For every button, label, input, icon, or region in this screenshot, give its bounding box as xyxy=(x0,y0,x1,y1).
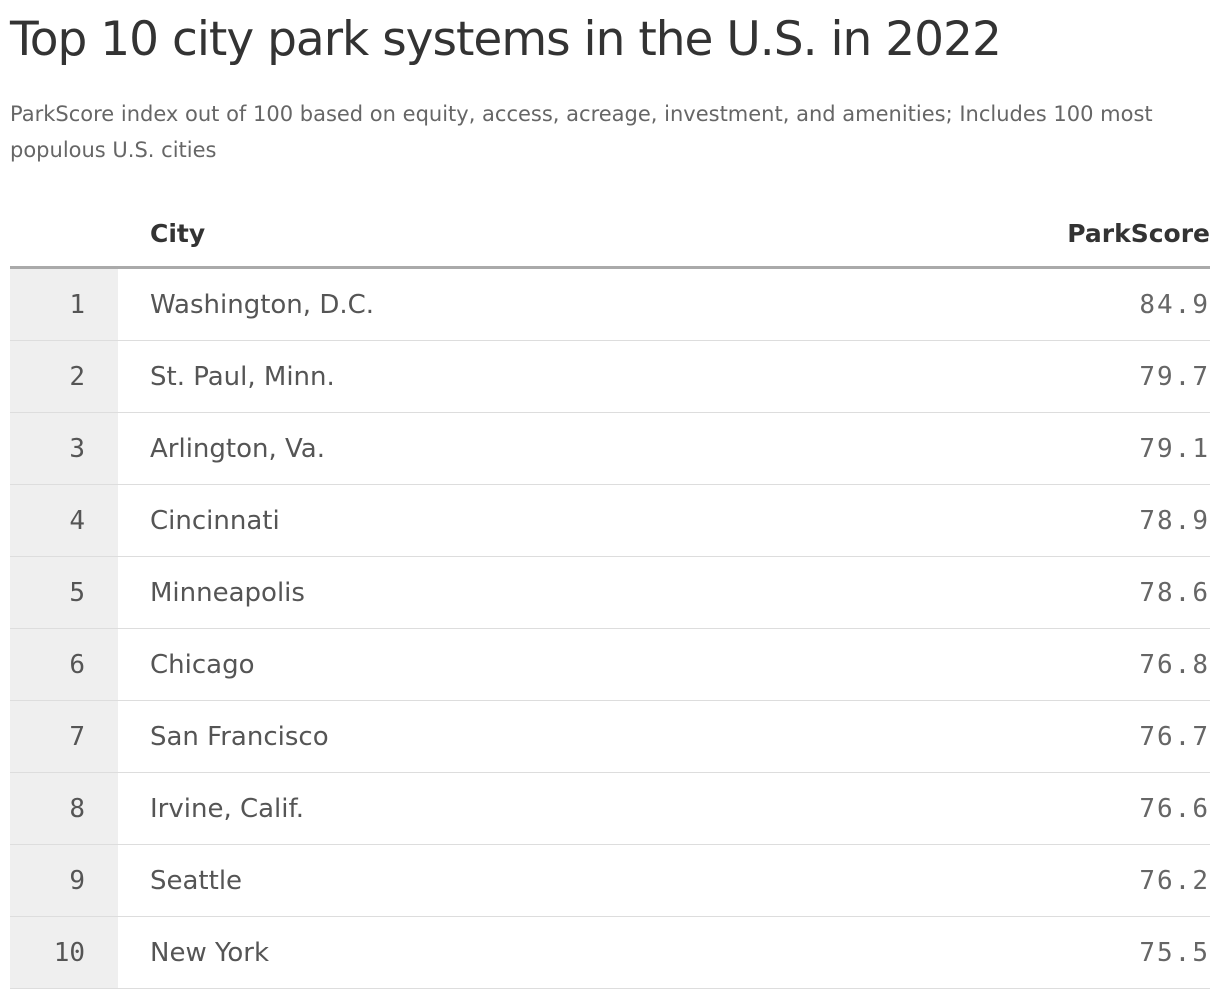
table-row: 3 Arlington, Va. 79.1 xyxy=(10,412,1210,485)
score-cell: 76.8 xyxy=(819,628,1210,701)
city-cell: San Francisco xyxy=(118,700,820,773)
score-cell: 78.6 xyxy=(819,556,1210,629)
city-cell: St. Paul, Minn. xyxy=(118,340,820,413)
table-body: 1 Washington, D.C. 84.9 2 St. Paul, Minn. 79.… xyxy=(10,267,1210,989)
table-header: City ParkScore xyxy=(10,200,1210,269)
table: City ParkScore 1 Washington, D.C. 84.9 2 St.… xyxy=(10,200,1210,989)
title: Top 10 city park systems in the U.S. in … xyxy=(10,12,1002,67)
table-row: 4 Cincinnati 78.9 xyxy=(10,484,1210,557)
rank-cell: 3 xyxy=(10,412,118,485)
table-row: 5 Minneapolis 78.6 xyxy=(10,556,1210,629)
column-header: City xyxy=(118,200,820,269)
rank-cell: 1 xyxy=(10,267,118,341)
city-cell: Irvine, Calif. xyxy=(118,772,820,845)
score-cell: 76.2 xyxy=(819,844,1210,917)
table-row: 1 Washington, D.C. 84.9 xyxy=(10,267,1210,341)
subtitle: ParkScore index out of 100 based on equi… xyxy=(10,102,1153,162)
city-cell: Cincinnati xyxy=(118,484,820,557)
score-cell: 79.1 xyxy=(819,412,1210,485)
table-row: 8 Irvine, Calif. 76.6 xyxy=(10,772,1210,845)
score-cell: 76.6 xyxy=(819,772,1210,845)
rank-cell: 2 xyxy=(10,340,118,413)
city-cell: New York xyxy=(118,916,820,989)
table-row: 2 St. Paul, Minn. 79.7 xyxy=(10,340,1210,413)
rank-cell: 6 xyxy=(10,628,118,701)
rank-cell: 10 xyxy=(10,916,118,989)
rank-header xyxy=(10,200,118,269)
score-cell: 75.5 xyxy=(819,916,1210,989)
rank-cell: 4 xyxy=(10,484,118,557)
column-header: ParkScore xyxy=(819,200,1210,269)
rank-cell: 9 xyxy=(10,844,118,917)
score-cell: 84.9 xyxy=(819,267,1210,341)
score-cell: 78.9 xyxy=(819,484,1210,557)
table-row: 9 Seattle 76.2 xyxy=(10,844,1210,917)
score-cell: 79.7 xyxy=(819,340,1210,413)
city-cell: Minneapolis xyxy=(118,556,820,629)
table-row: 10 New York 75.5 xyxy=(10,916,1210,989)
rank-cell: 7 xyxy=(10,700,118,773)
table-row: 7 San Francisco 76.7 xyxy=(10,700,1210,773)
table-row: 6 Chicago 76.8 xyxy=(10,628,1210,701)
city-cell: Washington, D.C. xyxy=(118,267,820,341)
score-cell: 76.7 xyxy=(819,700,1210,773)
rank-cell: 8 xyxy=(10,772,118,845)
city-cell: Chicago xyxy=(118,628,820,701)
rank-cell: 5 xyxy=(10,556,118,629)
city-cell: Arlington, Va. xyxy=(118,412,820,485)
city-cell: Seattle xyxy=(118,844,820,917)
header-row: City ParkScore xyxy=(10,200,1210,269)
